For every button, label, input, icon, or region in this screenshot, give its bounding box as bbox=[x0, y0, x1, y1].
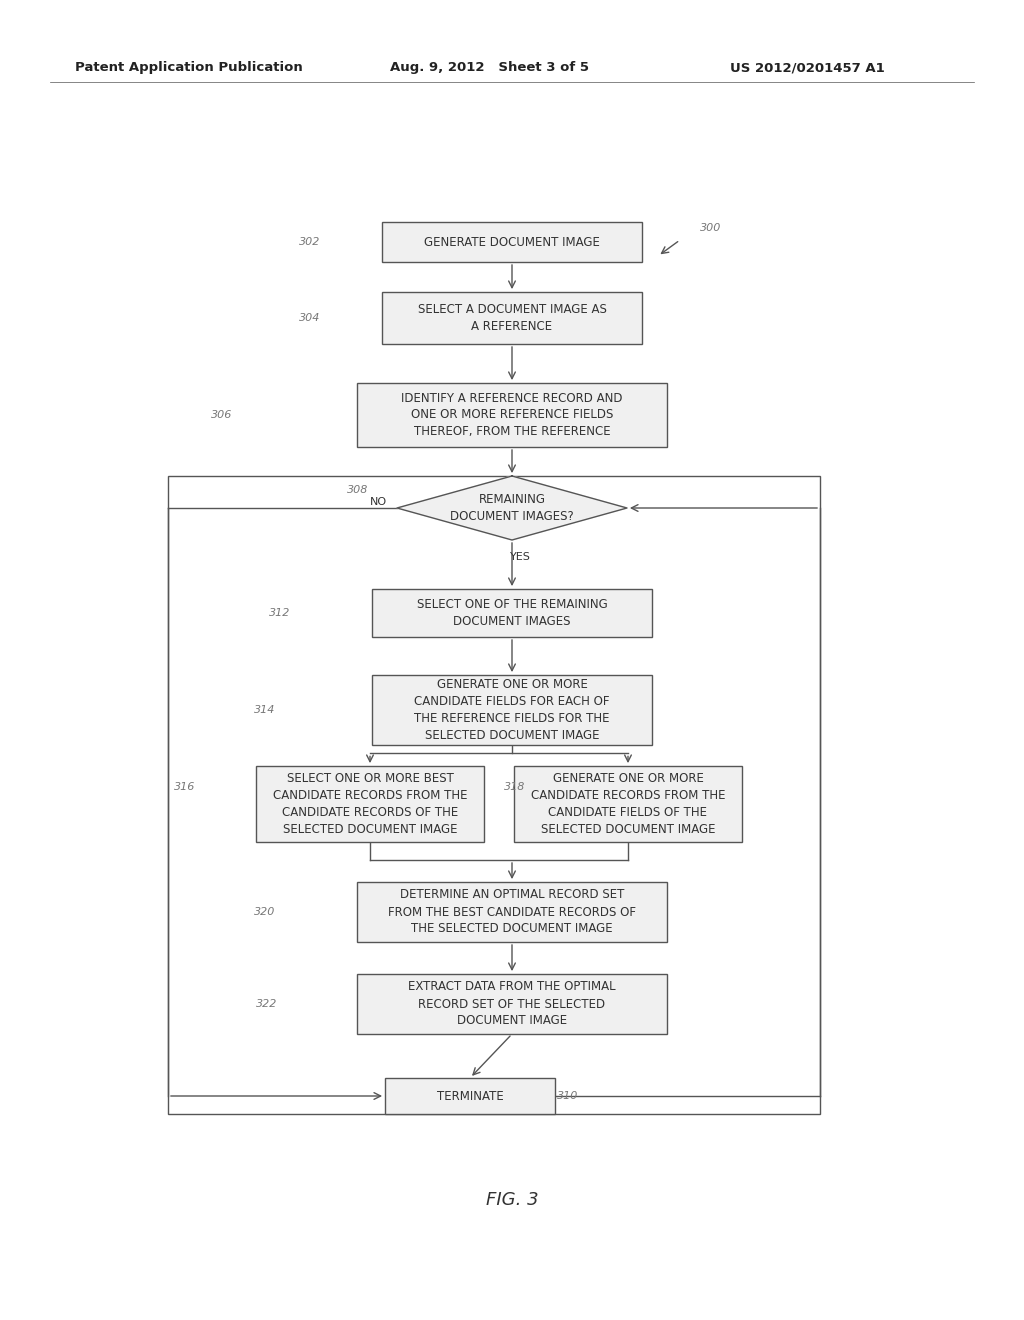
Text: IDENTIFY A REFERENCE RECORD AND
ONE OR MORE REFERENCE FIELDS
THEREOF, FROM THE R: IDENTIFY A REFERENCE RECORD AND ONE OR M… bbox=[401, 392, 623, 438]
Text: REMAINING
DOCUMENT IMAGES?: REMAINING DOCUMENT IMAGES? bbox=[451, 492, 573, 523]
Text: SELECT A DOCUMENT IMAGE AS
A REFERENCE: SELECT A DOCUMENT IMAGE AS A REFERENCE bbox=[418, 304, 606, 333]
Text: 306: 306 bbox=[211, 411, 232, 420]
Bar bbox=[385, 1078, 555, 1114]
Text: GENERATE ONE OR MORE
CANDIDATE FIELDS FOR EACH OF
THE REFERENCE FIELDS FOR THE
S: GENERATE ONE OR MORE CANDIDATE FIELDS FO… bbox=[415, 678, 609, 742]
Text: SELECT ONE OF THE REMAINING
DOCUMENT IMAGES: SELECT ONE OF THE REMAINING DOCUMENT IMA… bbox=[417, 598, 607, 628]
Text: EXTRACT DATA FROM THE OPTIMAL
RECORD SET OF THE SELECTED
DOCUMENT IMAGE: EXTRACT DATA FROM THE OPTIMAL RECORD SET… bbox=[409, 981, 615, 1027]
Text: Aug. 9, 2012   Sheet 3 of 5: Aug. 9, 2012 Sheet 3 of 5 bbox=[390, 62, 589, 74]
Text: NO: NO bbox=[370, 498, 387, 507]
Bar bbox=[357, 882, 667, 942]
Text: 322: 322 bbox=[256, 999, 278, 1008]
Bar bbox=[372, 675, 652, 744]
Text: TERMINATE: TERMINATE bbox=[436, 1089, 504, 1102]
Bar bbox=[168, 477, 820, 1114]
Bar bbox=[382, 222, 642, 261]
Text: YES: YES bbox=[510, 552, 530, 562]
Polygon shape bbox=[397, 477, 627, 540]
Text: 314: 314 bbox=[254, 705, 275, 715]
Text: 310: 310 bbox=[557, 1092, 579, 1101]
Text: FIG. 3: FIG. 3 bbox=[485, 1191, 539, 1209]
Text: GENERATE DOCUMENT IMAGE: GENERATE DOCUMENT IMAGE bbox=[424, 235, 600, 248]
Text: 316: 316 bbox=[174, 781, 196, 792]
Text: GENERATE ONE OR MORE
CANDIDATE RECORDS FROM THE
CANDIDATE FIELDS OF THE
SELECTED: GENERATE ONE OR MORE CANDIDATE RECORDS F… bbox=[530, 772, 725, 836]
Text: 320: 320 bbox=[254, 907, 275, 917]
Text: DETERMINE AN OPTIMAL RECORD SET
FROM THE BEST CANDIDATE RECORDS OF
THE SELECTED : DETERMINE AN OPTIMAL RECORD SET FROM THE… bbox=[388, 888, 636, 936]
Text: Patent Application Publication: Patent Application Publication bbox=[75, 62, 303, 74]
Text: SELECT ONE OR MORE BEST
CANDIDATE RECORDS FROM THE
CANDIDATE RECORDS OF THE
SELE: SELECT ONE OR MORE BEST CANDIDATE RECORD… bbox=[272, 772, 467, 836]
Bar bbox=[514, 766, 742, 842]
Text: 308: 308 bbox=[347, 484, 369, 495]
Bar bbox=[372, 589, 652, 638]
Text: 300: 300 bbox=[700, 223, 721, 234]
Text: 312: 312 bbox=[269, 609, 291, 618]
Bar bbox=[357, 974, 667, 1034]
Bar bbox=[382, 292, 642, 345]
Text: 318: 318 bbox=[504, 781, 525, 792]
Text: 304: 304 bbox=[299, 313, 321, 323]
Bar bbox=[357, 383, 667, 447]
Text: US 2012/0201457 A1: US 2012/0201457 A1 bbox=[730, 62, 885, 74]
Text: 302: 302 bbox=[299, 238, 321, 247]
Bar bbox=[256, 766, 484, 842]
